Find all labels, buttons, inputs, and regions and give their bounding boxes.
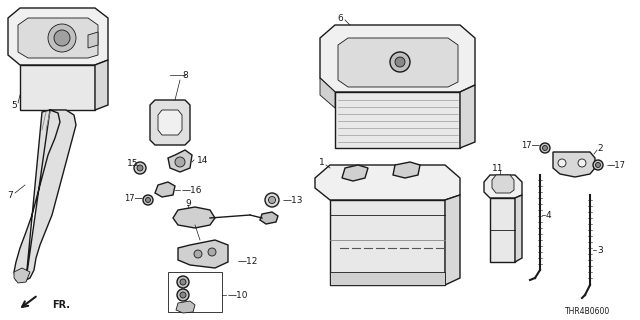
Polygon shape — [460, 85, 475, 148]
Polygon shape — [335, 92, 460, 148]
Text: 3: 3 — [597, 245, 603, 254]
Text: —16: —16 — [182, 186, 202, 195]
Text: 5: 5 — [11, 100, 17, 109]
Circle shape — [177, 289, 189, 301]
Polygon shape — [553, 152, 595, 177]
Text: 1: 1 — [319, 157, 325, 166]
Circle shape — [578, 159, 586, 167]
Polygon shape — [492, 175, 514, 193]
Text: 17—: 17— — [521, 140, 540, 149]
Polygon shape — [8, 8, 108, 65]
Text: 17—: 17— — [124, 194, 143, 203]
Circle shape — [137, 165, 143, 171]
Polygon shape — [490, 198, 515, 262]
Circle shape — [269, 196, 275, 204]
Text: 9: 9 — [185, 198, 191, 207]
Polygon shape — [155, 182, 175, 197]
Circle shape — [54, 30, 70, 46]
Polygon shape — [20, 65, 95, 110]
Polygon shape — [14, 268, 30, 283]
Circle shape — [48, 24, 76, 52]
Text: —12: —12 — [238, 258, 259, 267]
Text: 6: 6 — [337, 13, 343, 22]
Circle shape — [194, 250, 202, 258]
Circle shape — [543, 146, 547, 150]
Text: —10: —10 — [228, 291, 248, 300]
Text: 8: 8 — [182, 70, 188, 79]
Polygon shape — [484, 175, 522, 198]
Text: 4: 4 — [545, 211, 551, 220]
Circle shape — [540, 143, 550, 153]
Circle shape — [145, 197, 150, 203]
Polygon shape — [342, 165, 368, 181]
Polygon shape — [173, 207, 215, 228]
Text: —17: —17 — [607, 161, 626, 170]
Text: —13: —13 — [283, 196, 303, 204]
Text: 14: 14 — [197, 156, 209, 164]
Circle shape — [177, 276, 189, 288]
Circle shape — [595, 163, 600, 167]
Polygon shape — [95, 60, 108, 110]
Text: 7: 7 — [7, 190, 13, 199]
Circle shape — [265, 193, 279, 207]
Circle shape — [593, 160, 603, 170]
Polygon shape — [158, 110, 182, 135]
Polygon shape — [330, 272, 445, 285]
Circle shape — [180, 292, 186, 298]
Polygon shape — [176, 301, 195, 313]
Polygon shape — [14, 110, 76, 282]
Text: FR.: FR. — [52, 300, 70, 310]
Circle shape — [395, 57, 405, 67]
Circle shape — [134, 162, 146, 174]
Text: THR4B0600: THR4B0600 — [564, 308, 610, 316]
Polygon shape — [260, 212, 278, 224]
Polygon shape — [178, 240, 228, 268]
Circle shape — [180, 279, 186, 285]
Circle shape — [558, 159, 566, 167]
Polygon shape — [320, 25, 475, 92]
Polygon shape — [18, 18, 98, 58]
Polygon shape — [315, 165, 460, 200]
Polygon shape — [515, 195, 522, 262]
Polygon shape — [393, 162, 420, 178]
Circle shape — [390, 52, 410, 72]
Circle shape — [208, 248, 216, 256]
Polygon shape — [320, 78, 335, 108]
Text: 11: 11 — [492, 164, 504, 172]
Polygon shape — [88, 32, 98, 48]
Circle shape — [143, 195, 153, 205]
Polygon shape — [338, 38, 458, 87]
Polygon shape — [168, 150, 192, 172]
Polygon shape — [150, 100, 190, 145]
Text: 15: 15 — [127, 158, 139, 167]
Polygon shape — [330, 200, 445, 285]
Circle shape — [175, 157, 185, 167]
Text: 2: 2 — [597, 143, 603, 153]
Polygon shape — [445, 195, 460, 285]
